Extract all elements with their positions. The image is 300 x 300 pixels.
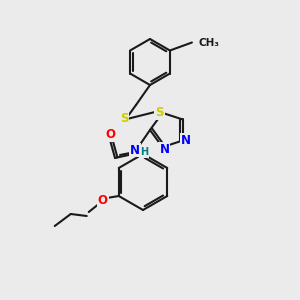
Text: O: O: [105, 128, 115, 142]
Text: N: N: [130, 143, 140, 157]
Text: H: H: [140, 147, 148, 157]
Text: CH₃: CH₃: [199, 38, 220, 47]
Text: O: O: [98, 194, 108, 206]
Text: S: S: [120, 112, 128, 125]
Text: N: N: [159, 142, 170, 156]
Text: S: S: [155, 106, 164, 119]
Text: N: N: [181, 134, 190, 147]
